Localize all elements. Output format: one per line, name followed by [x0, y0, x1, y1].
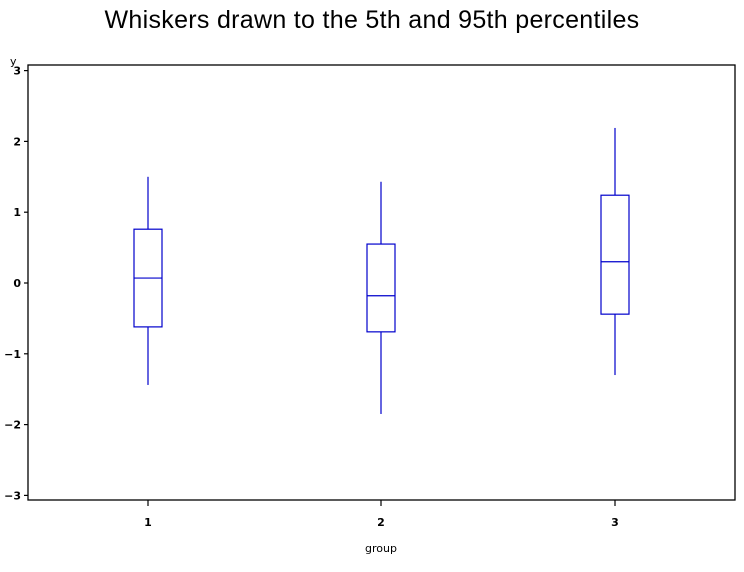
box-group-2	[366, 181, 396, 414]
x-tick-label: 3	[611, 516, 619, 529]
x-axis-label: group	[365, 542, 397, 555]
y-tick-label: 1	[13, 206, 21, 219]
y-tick-label: 2	[13, 135, 21, 148]
y-axis-label: y	[10, 55, 17, 68]
boxes	[133, 127, 630, 414]
x-tick-label: 2	[377, 516, 385, 529]
x-axis: 1 2 3	[144, 500, 619, 529]
chart-title: Whiskers drawn to the 5th and 95th perce…	[104, 6, 640, 34]
y-tick-label: −3	[4, 489, 21, 502]
x-tick-label: 1	[144, 516, 152, 529]
y-tick-label: −1	[4, 348, 21, 361]
box-group-1	[133, 176, 163, 385]
y-tick-label: 3	[13, 65, 21, 78]
y-axis: −3 −2 −1 0 1 2 3	[4, 65, 28, 502]
y-tick-label: 0	[13, 277, 21, 290]
iqr-box	[366, 243, 396, 333]
box-group-3	[600, 127, 630, 376]
y-tick-label: −2	[4, 419, 21, 432]
iqr-box	[600, 194, 630, 315]
